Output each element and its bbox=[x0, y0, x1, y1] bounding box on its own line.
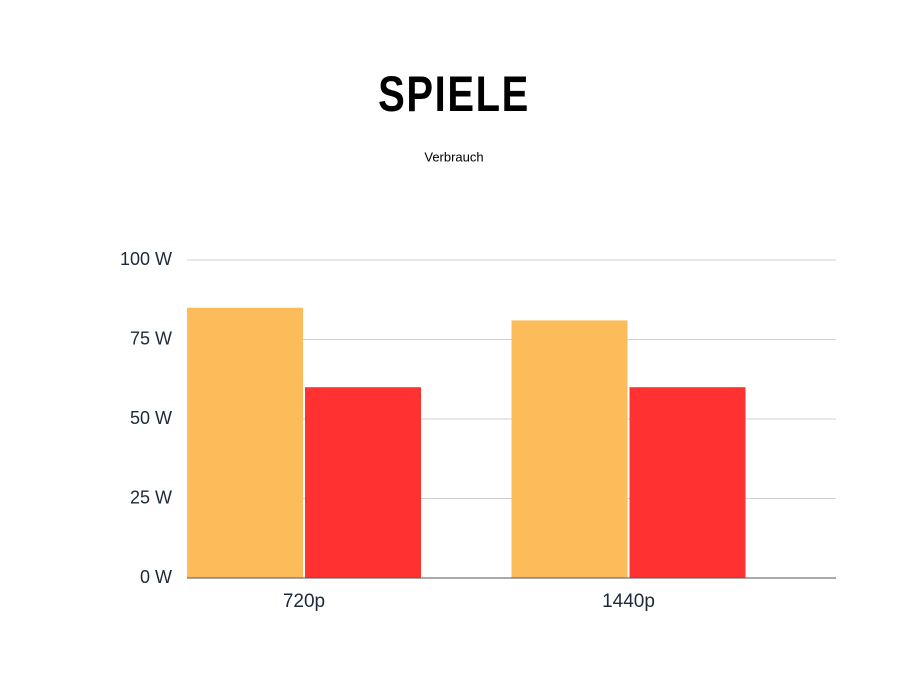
bar bbox=[629, 387, 746, 578]
bar bbox=[187, 307, 303, 578]
bar bbox=[511, 320, 628, 578]
y-tick-label: 25 W bbox=[130, 487, 172, 507]
y-tick-label: 50 W bbox=[130, 408, 172, 428]
y-tick-label: 100 W bbox=[120, 249, 172, 269]
y-tick-label: 75 W bbox=[130, 328, 172, 348]
chart-subtitle: Verbrauch bbox=[424, 149, 483, 164]
bar bbox=[305, 387, 421, 578]
chart-title: SPIELE bbox=[378, 66, 530, 122]
y-tick-label: 0 W bbox=[140, 567, 172, 587]
x-tick-label: 1440p bbox=[602, 591, 655, 612]
x-tick-label: 720p bbox=[283, 591, 325, 612]
